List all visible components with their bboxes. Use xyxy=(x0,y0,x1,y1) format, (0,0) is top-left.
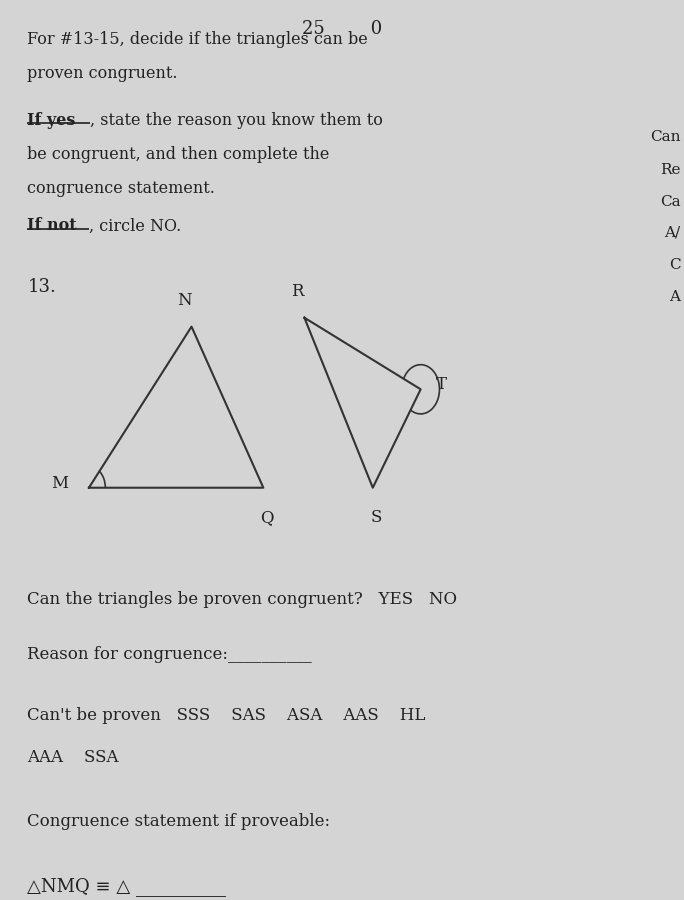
Text: 13.: 13. xyxy=(27,278,56,296)
Text: S: S xyxy=(371,509,382,526)
Text: M: M xyxy=(51,474,68,491)
Text: N: N xyxy=(177,292,192,309)
Text: T: T xyxy=(436,376,447,393)
Text: If not: If not xyxy=(27,218,77,235)
Text: Re: Re xyxy=(660,163,681,177)
Text: Reason for congruence:__________: Reason for congruence:__________ xyxy=(27,646,312,663)
Text: If yes: If yes xyxy=(27,112,76,129)
Text: R: R xyxy=(291,283,304,300)
Text: Ca: Ca xyxy=(660,195,681,209)
Text: Q: Q xyxy=(260,509,274,526)
Text: AAA    SSA: AAA SSA xyxy=(27,749,119,766)
Text: A: A xyxy=(670,290,681,304)
Text: congruence statement.: congruence statement. xyxy=(27,180,215,197)
Text: , circle NO.: , circle NO. xyxy=(89,218,181,235)
Text: proven congruent.: proven congruent. xyxy=(27,66,178,82)
Text: △NMQ ≡ △ __________: △NMQ ≡ △ __________ xyxy=(27,877,226,896)
Text: , state the reason you know them to: , state the reason you know them to xyxy=(90,112,383,129)
Text: C: C xyxy=(669,257,681,272)
Text: 25        0: 25 0 xyxy=(302,20,382,38)
Text: For #13-15, decide if the triangles can be: For #13-15, decide if the triangles can … xyxy=(27,32,368,49)
Text: Can: Can xyxy=(650,130,681,144)
Text: Can't be proven   SSS    SAS    ASA    AAS    HL: Can't be proven SSS SAS ASA AAS HL xyxy=(27,707,425,724)
Text: A/: A/ xyxy=(664,226,681,239)
Text: Can the triangles be proven congruent?   YES   NO: Can the triangles be proven congruent? Y… xyxy=(27,590,458,608)
Text: be congruent, and then complete the: be congruent, and then complete the xyxy=(27,146,330,163)
Text: Congruence statement if proveable:: Congruence statement if proveable: xyxy=(27,813,330,830)
